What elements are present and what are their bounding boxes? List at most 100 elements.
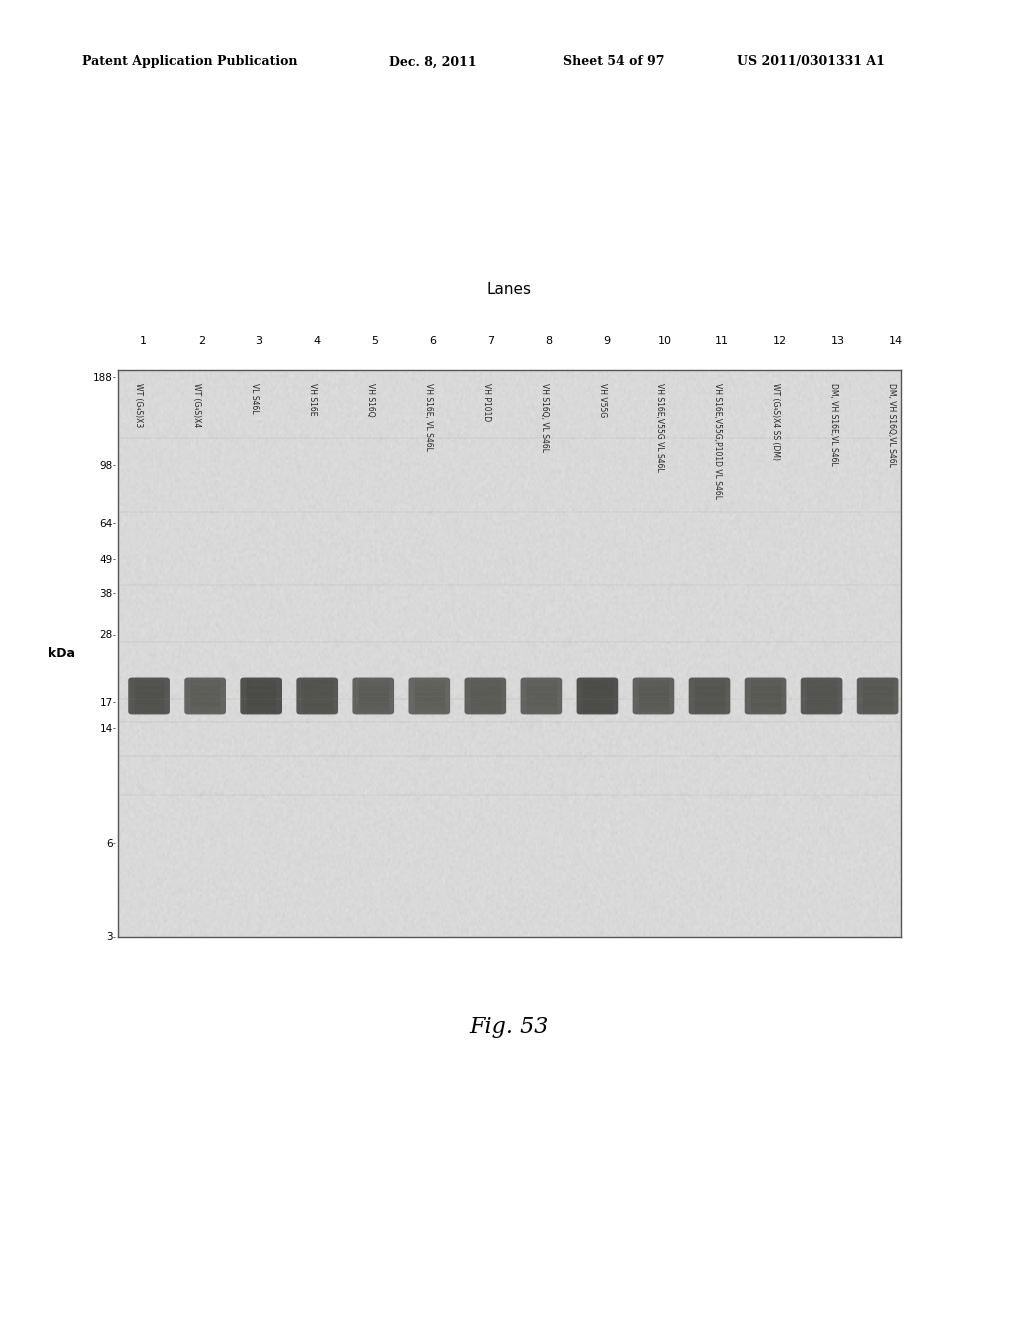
Text: -: - <box>113 698 116 708</box>
Bar <box>359 704 387 708</box>
Bar <box>359 686 387 690</box>
Bar <box>303 700 332 702</box>
Bar <box>247 677 275 681</box>
Bar <box>752 697 780 700</box>
Bar <box>303 704 332 708</box>
Bar <box>639 694 668 698</box>
Text: 14: 14 <box>889 335 903 346</box>
Bar <box>359 685 387 688</box>
Bar <box>527 694 556 698</box>
Bar <box>639 686 668 690</box>
Text: VH S16E,V55G,P101D VL S46L: VH S16E,V55G,P101D VL S46L <box>714 383 722 499</box>
Bar <box>527 685 556 688</box>
Bar <box>471 709 500 713</box>
Text: VH V55G: VH V55G <box>598 383 606 417</box>
Bar <box>527 700 556 702</box>
Text: 9: 9 <box>603 335 610 346</box>
Bar <box>863 689 892 693</box>
Bar <box>247 701 275 705</box>
Bar <box>303 689 332 693</box>
Bar <box>695 689 724 693</box>
Bar <box>695 694 724 698</box>
Bar <box>303 686 332 690</box>
Bar <box>695 685 724 688</box>
Text: 5: 5 <box>372 335 379 346</box>
Text: -: - <box>113 631 116 640</box>
Bar <box>190 677 219 681</box>
Bar <box>807 700 836 702</box>
Bar <box>471 704 500 708</box>
Bar <box>695 704 724 708</box>
Bar <box>863 711 892 714</box>
Bar <box>863 686 892 690</box>
Bar <box>752 711 780 714</box>
Text: Patent Application Publication: Patent Application Publication <box>82 55 297 69</box>
FancyBboxPatch shape <box>465 677 506 714</box>
Bar <box>415 709 443 713</box>
Text: WT (G₄S)X3: WT (G₄S)X3 <box>134 383 143 428</box>
Bar <box>359 697 387 700</box>
Text: 64: 64 <box>99 519 113 528</box>
Text: 38: 38 <box>99 589 113 599</box>
Bar <box>303 694 332 698</box>
Text: 6: 6 <box>106 838 113 849</box>
Bar <box>752 701 780 705</box>
Bar <box>190 711 219 714</box>
Bar <box>190 689 219 693</box>
Bar <box>303 692 332 696</box>
Bar <box>583 706 611 710</box>
Bar <box>303 711 332 714</box>
Bar <box>863 701 892 705</box>
Bar <box>807 677 836 681</box>
Text: WT (G₄S)X4 SS (DM): WT (G₄S)X4 SS (DM) <box>771 383 780 459</box>
Bar <box>639 709 668 713</box>
Text: 7: 7 <box>487 335 495 346</box>
Text: -: - <box>113 519 116 528</box>
Bar <box>135 704 164 708</box>
Bar <box>247 680 275 682</box>
Bar <box>863 704 892 708</box>
Bar <box>583 711 611 714</box>
FancyBboxPatch shape <box>128 677 170 714</box>
Text: 98: 98 <box>99 461 113 471</box>
FancyBboxPatch shape <box>633 677 674 714</box>
Bar <box>415 701 443 705</box>
Text: 4: 4 <box>313 335 321 346</box>
Bar <box>752 704 780 708</box>
Bar <box>359 682 387 685</box>
Bar <box>807 706 836 710</box>
Bar <box>135 680 164 682</box>
Bar <box>359 701 387 705</box>
Bar <box>359 706 387 710</box>
Bar <box>359 680 387 682</box>
Bar <box>247 709 275 713</box>
Bar <box>639 685 668 688</box>
Bar <box>863 680 892 682</box>
Text: WT (G₄S)X4: WT (G₄S)X4 <box>193 383 202 428</box>
Bar <box>247 697 275 700</box>
Bar <box>527 711 556 714</box>
Bar <box>190 701 219 705</box>
Bar <box>190 709 219 713</box>
Bar <box>415 685 443 688</box>
Text: VH S16E: VH S16E <box>308 383 317 416</box>
Bar <box>807 697 836 700</box>
Text: 10: 10 <box>657 335 672 346</box>
Bar <box>135 692 164 696</box>
FancyBboxPatch shape <box>352 677 394 714</box>
Bar <box>303 682 332 685</box>
Bar <box>639 682 668 685</box>
Bar <box>471 706 500 710</box>
Text: kDa: kDa <box>48 647 75 660</box>
Text: DM, VH S16Q,VL S46L: DM, VH S16Q,VL S46L <box>887 383 896 467</box>
Bar <box>752 689 780 693</box>
Bar <box>639 701 668 705</box>
Bar <box>471 686 500 690</box>
Text: VH S16Q: VH S16Q <box>366 383 375 416</box>
Bar <box>471 694 500 698</box>
Text: VH S16E, VL S46L: VH S16E, VL S46L <box>424 383 433 450</box>
FancyBboxPatch shape <box>857 677 898 714</box>
Bar <box>695 700 724 702</box>
Text: 14: 14 <box>99 723 113 734</box>
Bar <box>583 709 611 713</box>
